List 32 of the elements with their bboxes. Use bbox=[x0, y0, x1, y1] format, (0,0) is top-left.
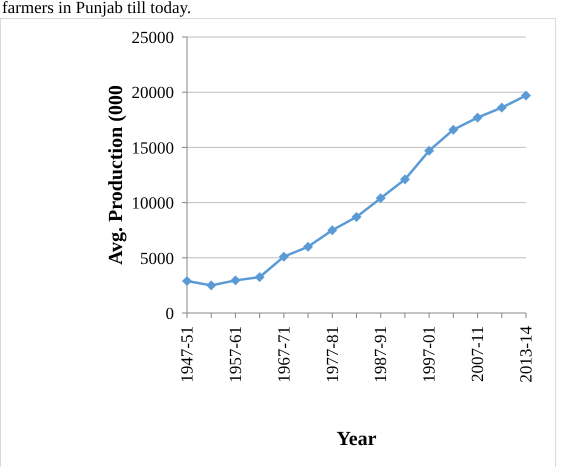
x-axis-title: Year bbox=[336, 428, 377, 450]
point bbox=[448, 124, 458, 135]
point bbox=[327, 225, 338, 236]
y-axis-title: Avg. Production (000 bbox=[105, 85, 127, 265]
point bbox=[230, 275, 240, 286]
x-tick-label: 1987-91 bbox=[371, 326, 390, 383]
point bbox=[303, 242, 314, 252]
point bbox=[254, 272, 265, 282]
point bbox=[352, 212, 362, 222]
y-tick-label: 15000 bbox=[132, 138, 174, 158]
point bbox=[206, 280, 216, 290]
x-tick-label: 1997-01 bbox=[420, 326, 439, 383]
point bbox=[496, 102, 507, 113]
y-tick-label: 25000 bbox=[132, 28, 174, 48]
point bbox=[521, 90, 531, 101]
point bbox=[400, 174, 410, 184]
x-tick-label: 1977-81 bbox=[322, 326, 342, 383]
y-tick-label: 20000 bbox=[132, 83, 174, 102]
x-tick-label: 2007-11 bbox=[468, 326, 488, 382]
x-tick-label: 2013-14 bbox=[516, 326, 536, 383]
x-tick-label: 1967-71 bbox=[274, 326, 294, 383]
y-tick-label: 0 bbox=[166, 304, 174, 324]
point bbox=[278, 252, 289, 262]
y-tick-label: 10000 bbox=[132, 194, 174, 213]
point bbox=[472, 112, 483, 123]
point bbox=[424, 146, 434, 156]
text: farmers in Punjab till today. bbox=[2, 0, 192, 17]
x-tick-label: 1957-61 bbox=[226, 326, 245, 383]
x-tick-label: 1947-51 bbox=[178, 326, 196, 383]
point bbox=[376, 193, 386, 204]
point bbox=[182, 276, 192, 286]
y-tick-label: 5000 bbox=[140, 248, 174, 268]
